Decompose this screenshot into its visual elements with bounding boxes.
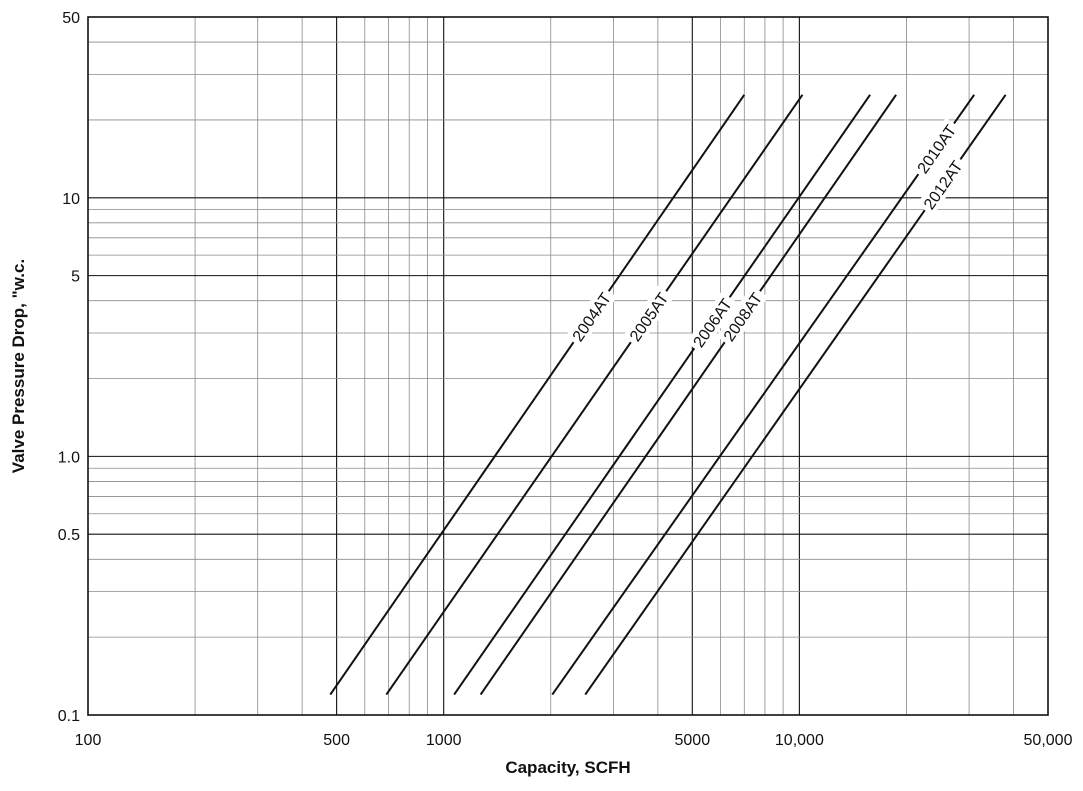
x-tick-label: 10,000 — [775, 732, 824, 749]
grid-layer — [88, 17, 1048, 715]
y-tick-label: 0.5 — [58, 527, 80, 544]
y-axis-title: Valve Pressure Drop, "w.c. — [9, 259, 28, 473]
y-tick-label: 50 — [62, 10, 80, 27]
series-line-2008at — [479, 94, 897, 696]
plot-frame — [87, 16, 1049, 716]
series-label-background — [686, 291, 738, 354]
series-label-background — [910, 117, 963, 180]
x-tick-label: 1000 — [426, 732, 462, 749]
series-line-2005at — [385, 94, 804, 696]
y-tick-label: 0.1 — [58, 708, 80, 725]
series-label-background — [565, 285, 617, 348]
series-line-2004at — [329, 94, 746, 696]
y-tick-label: 1.0 — [58, 449, 80, 466]
x-tick-label: 500 — [323, 732, 350, 749]
x-tick-label: 50,000 — [1024, 732, 1073, 749]
series-line-2010at — [551, 94, 975, 696]
series-label-background — [716, 285, 769, 348]
tick-label-layer: 100 500 1000 5000 10,000 50,000 0.1 0.5 1.0 5 10 50 — [58, 10, 1073, 749]
x-tick-label: 5000 — [675, 732, 711, 749]
series-label-background — [916, 153, 969, 216]
series-line-2006at — [453, 94, 871, 696]
y-tick-label: 5 — [71, 269, 80, 286]
x-tick-label: 100 — [75, 732, 102, 749]
series-label-background — [622, 285, 675, 348]
x-axis-title: Capacity, SCFH — [505, 758, 630, 777]
y-tick-label: 10 — [62, 191, 80, 208]
